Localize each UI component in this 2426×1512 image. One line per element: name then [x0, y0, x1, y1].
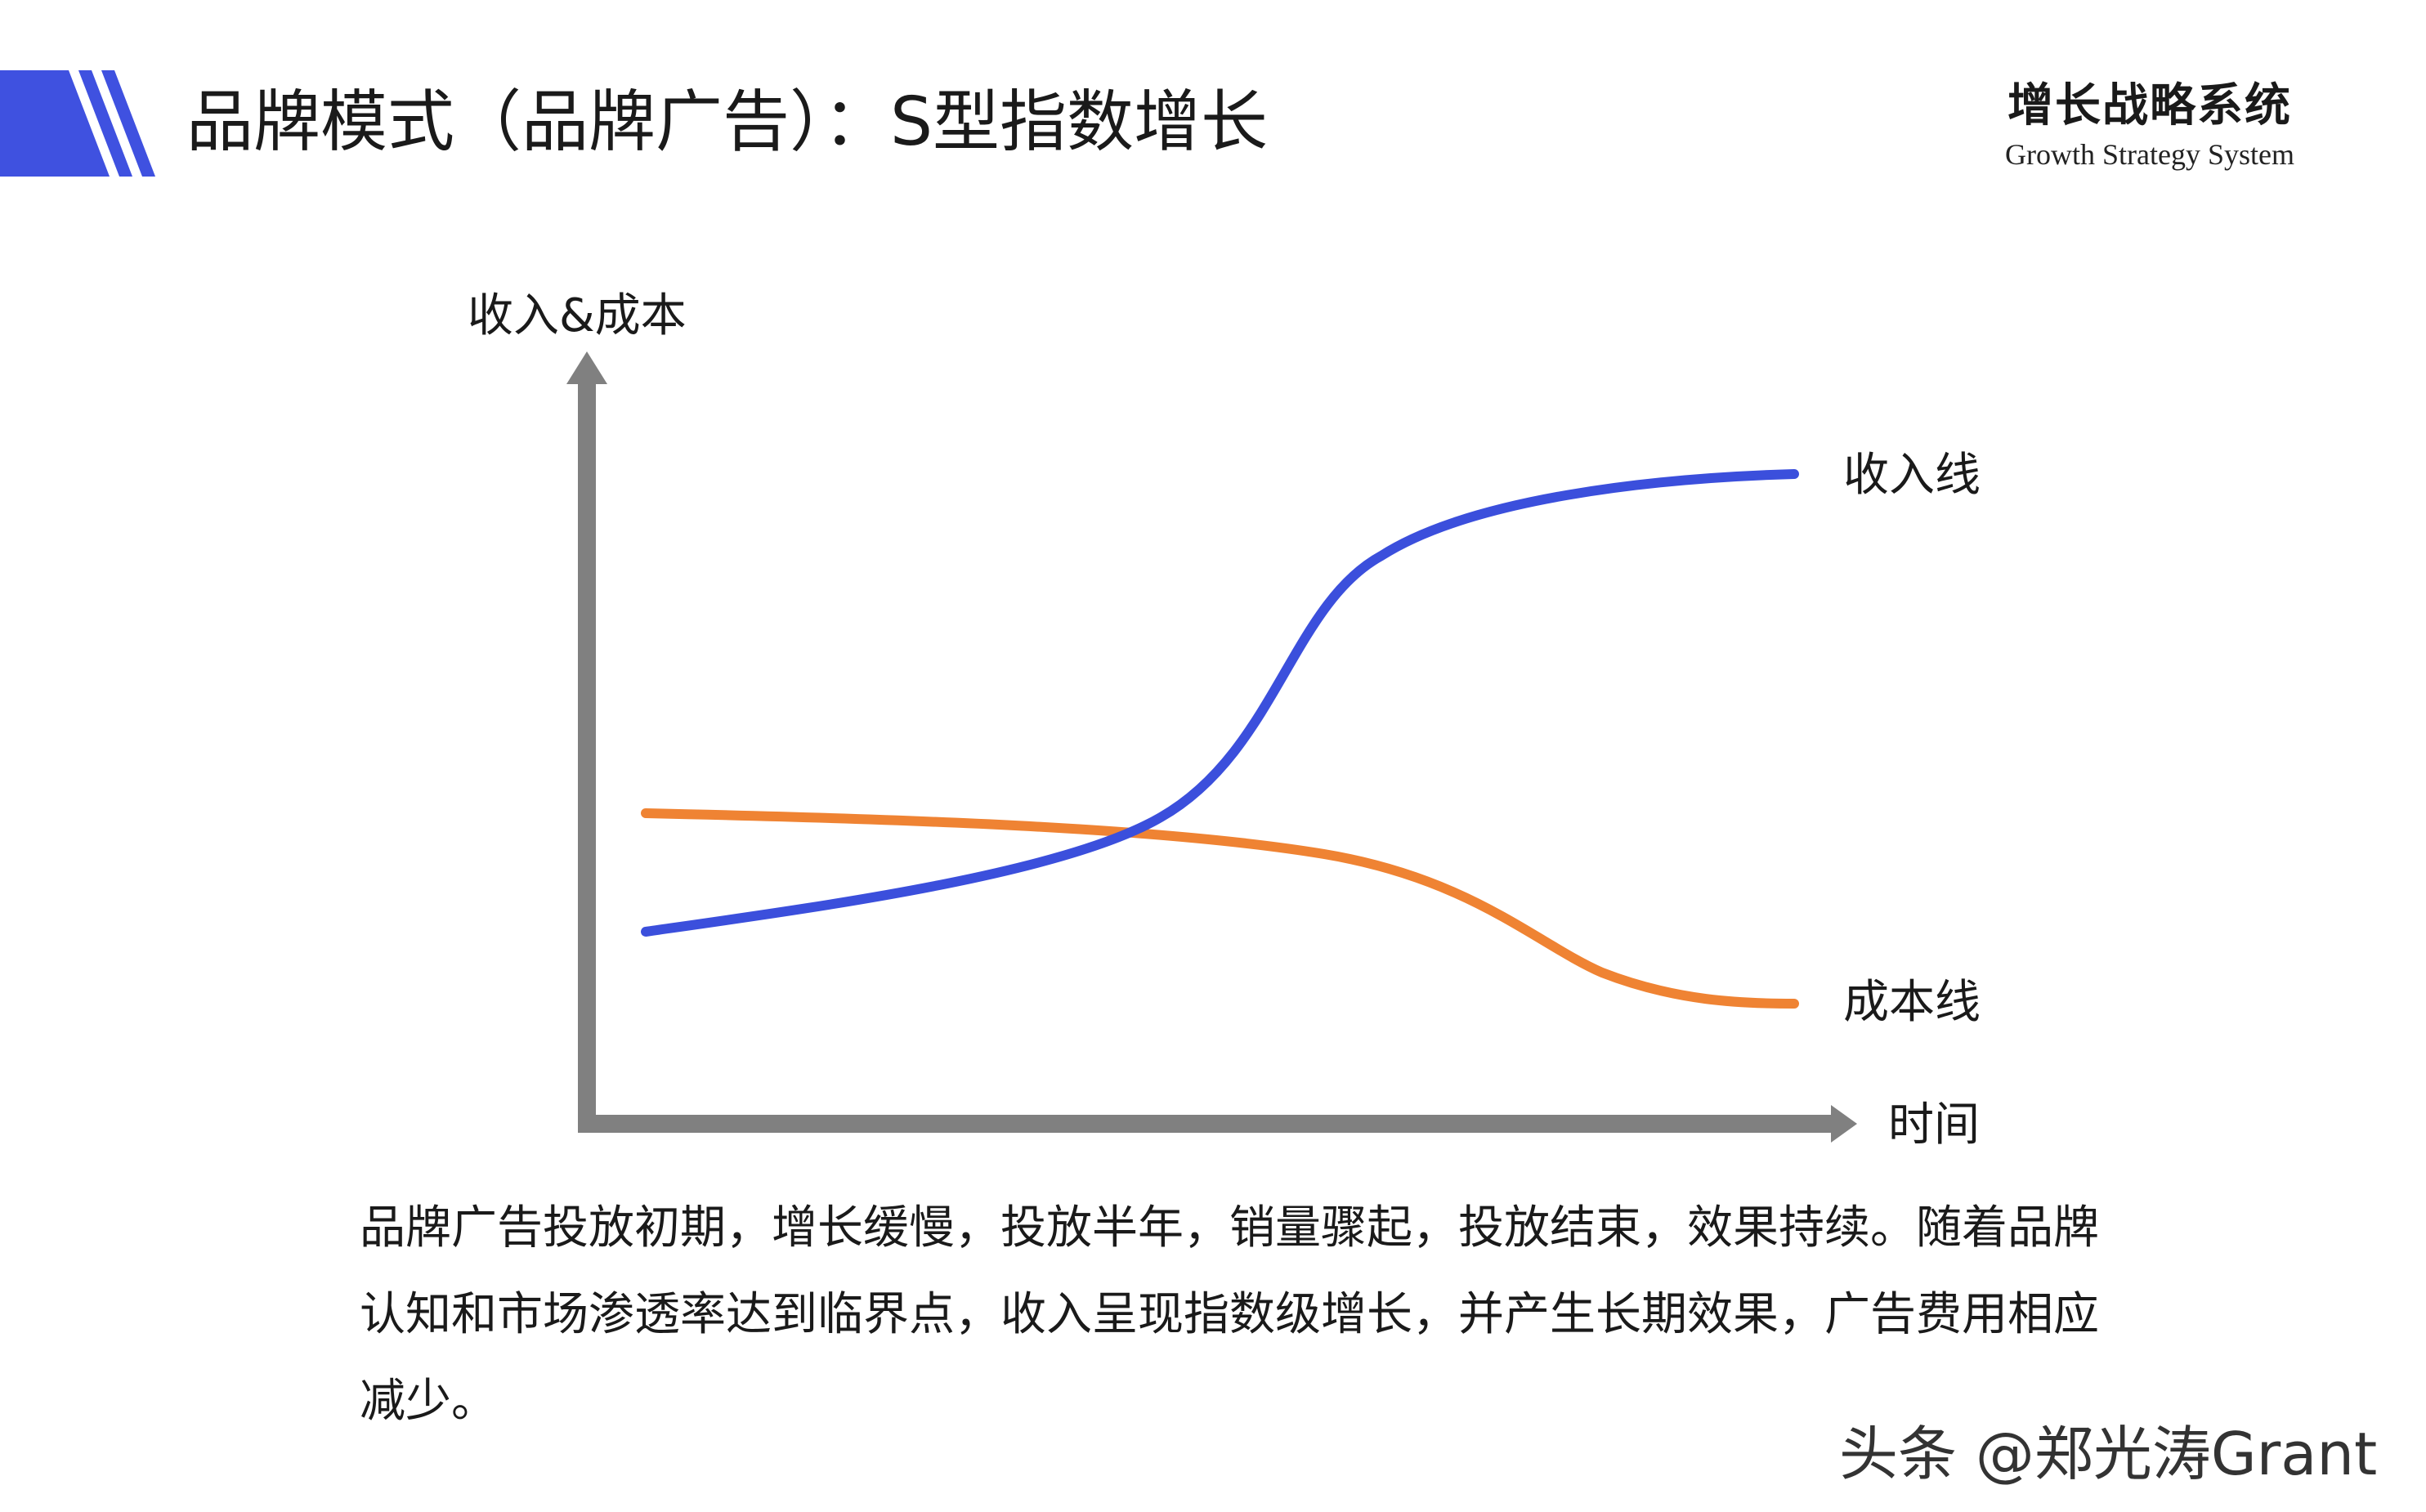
header-accent-stripe	[78, 70, 132, 177]
revenue-line-label: 收入线	[1843, 449, 1981, 502]
x-axis-arrowhead	[1831, 1105, 1857, 1143]
cost-line-label: 成本线	[1843, 976, 1981, 1029]
header-accent-stripe	[101, 70, 155, 177]
x-axis-label: 时间	[1888, 1098, 1980, 1152]
brand-name-cn: 增长战略系统	[2007, 78, 2292, 132]
y-axis-arrowhead	[566, 351, 607, 384]
brand-name-en: Growth Strategy System	[2005, 138, 2294, 171]
revenue-line	[641, 469, 1799, 937]
brand-block: 增长战略系统 Growth Strategy System	[1994, 77, 2305, 173]
y-axis-label: 收入&成本	[468, 289, 687, 342]
cost-line	[641, 808, 1799, 1009]
header-accent-band	[0, 70, 155, 177]
page-title: 品牌模式（品牌广告）：S型指数增长	[186, 83, 1269, 161]
description-paragraph: 品牌广告投放初期，增长缓慢，投放半年，销量骤起，投放结束，效果持续。随着品牌认知…	[360, 1201, 2099, 1428]
header-accent-block	[0, 70, 110, 177]
watermark: 头条 @郑光涛Grant	[1839, 1420, 2378, 1488]
growth-diagram: 收入&成本 收入线 成本线 时间	[468, 289, 1981, 1152]
